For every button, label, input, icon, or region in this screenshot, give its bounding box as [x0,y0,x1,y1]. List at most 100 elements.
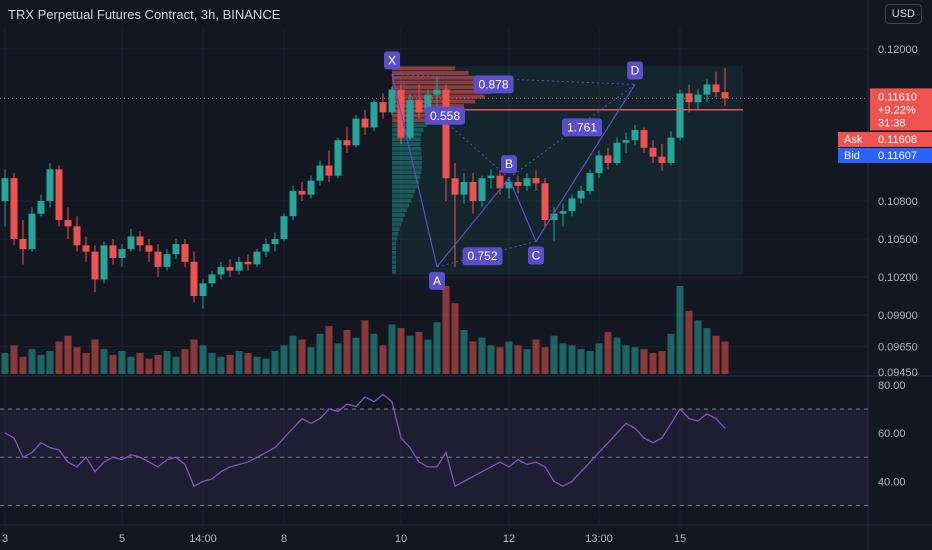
pattern-leg [436,177,510,268]
volume-bar [145,358,153,374]
candle-body [703,84,711,95]
price-axis-tick: 0.09900 [878,310,918,322]
candle-body [478,178,486,201]
volume-bar [298,339,306,374]
candle-body [532,178,540,184]
volume-profile-bar [392,212,405,217]
volume-profile-bar [392,260,396,265]
volume-bar [37,354,45,374]
volume-bar [667,333,675,374]
volume-profile-bar [392,94,485,99]
price-axis-tick: 0.10800 [878,196,918,208]
candle-body [451,178,459,195]
volume-bar [703,328,711,374]
volume-bar [91,339,99,374]
volume-bar [316,333,324,374]
volume-bar [235,351,243,374]
pattern-point-bg [627,61,643,80]
candle-body [640,130,648,148]
candle-body [460,182,468,195]
candle-body [433,89,441,95]
pattern-ratio-label: 0.878 [478,77,508,91]
pattern-point-bg [384,51,400,70]
rsi-axis-tick: 40.00 [878,476,906,488]
candle-body [199,283,207,296]
candle-body [244,261,252,265]
volume-profile-bar [392,80,489,85]
candle-body [550,213,558,220]
candle-body [424,94,432,113]
candle-body [109,245,117,258]
candle-body [190,261,198,296]
volume-bar [163,351,171,374]
volume-bar [10,345,18,374]
volume-bar [496,347,504,374]
candle-body [91,251,99,280]
volume-bar [73,347,81,374]
pattern-leg [391,74,438,268]
candle-body [496,175,504,189]
volume-bar [361,320,369,374]
time-axis-tick: 8 [281,533,287,545]
candle-body [613,142,621,163]
candle-body [208,274,216,284]
candle-body [1,178,9,201]
volume-profile-bar [392,198,412,203]
time-axis-tick: 14:00 [189,533,217,545]
volume-profile-bar [392,208,407,213]
candle-body [64,220,72,227]
volume-profile-bar [392,71,469,75]
volume-bar [127,356,135,374]
pattern-point-bg [429,271,445,290]
candle-body [181,244,189,262]
volume-profile-bar [392,231,399,236]
rsi-pane [0,393,868,507]
candles [1,68,729,309]
candle-body [289,190,297,217]
pattern-ratio-label: 1.761 [567,120,597,134]
pattern-ratio-label: 0.558 [430,109,460,123]
candle-body [595,155,603,174]
candle-body [649,147,657,157]
candle-body [100,245,108,280]
pattern-ratio-bg [562,118,602,137]
candle-body [694,94,702,103]
volume-bar [550,335,558,374]
volume-bar [262,358,270,374]
candle-body [604,155,612,163]
pattern-leg [535,84,636,242]
volume-bar [604,331,612,374]
volume-bar [46,351,54,374]
candle-body [685,93,693,103]
volume-bar [568,345,576,374]
volume-bar [640,349,648,374]
volume-profile-bar [392,222,402,227]
time-axis-tick: 3 [2,533,8,545]
candle-body [217,266,225,275]
volume-profile-bar [392,137,421,142]
volume-bar [118,351,126,374]
volume-bar [343,330,351,374]
candle-body [712,84,720,93]
pattern-point-label: X [388,53,396,67]
candle-body [325,165,333,176]
current-price-box [870,88,932,131]
volume-profile-bar [392,146,422,151]
volume-bar [541,347,549,374]
currency-button[interactable]: USD [884,4,922,24]
candle-body [577,190,585,199]
pattern-ratio-line [391,73,510,179]
volume-bar [406,335,414,374]
ask-box [838,132,932,147]
candle-body [316,165,324,181]
pattern-ratio-line [508,84,636,179]
volume-profile-bar [392,113,442,118]
candle-body [46,169,54,201]
volume-profile-bar [392,66,455,71]
ask-value: 0.11608 [878,134,917,146]
volume-bar [64,335,72,374]
volume-bar [55,341,63,374]
volume-bar [721,341,729,374]
time-axis-tick: 12 [503,533,515,545]
